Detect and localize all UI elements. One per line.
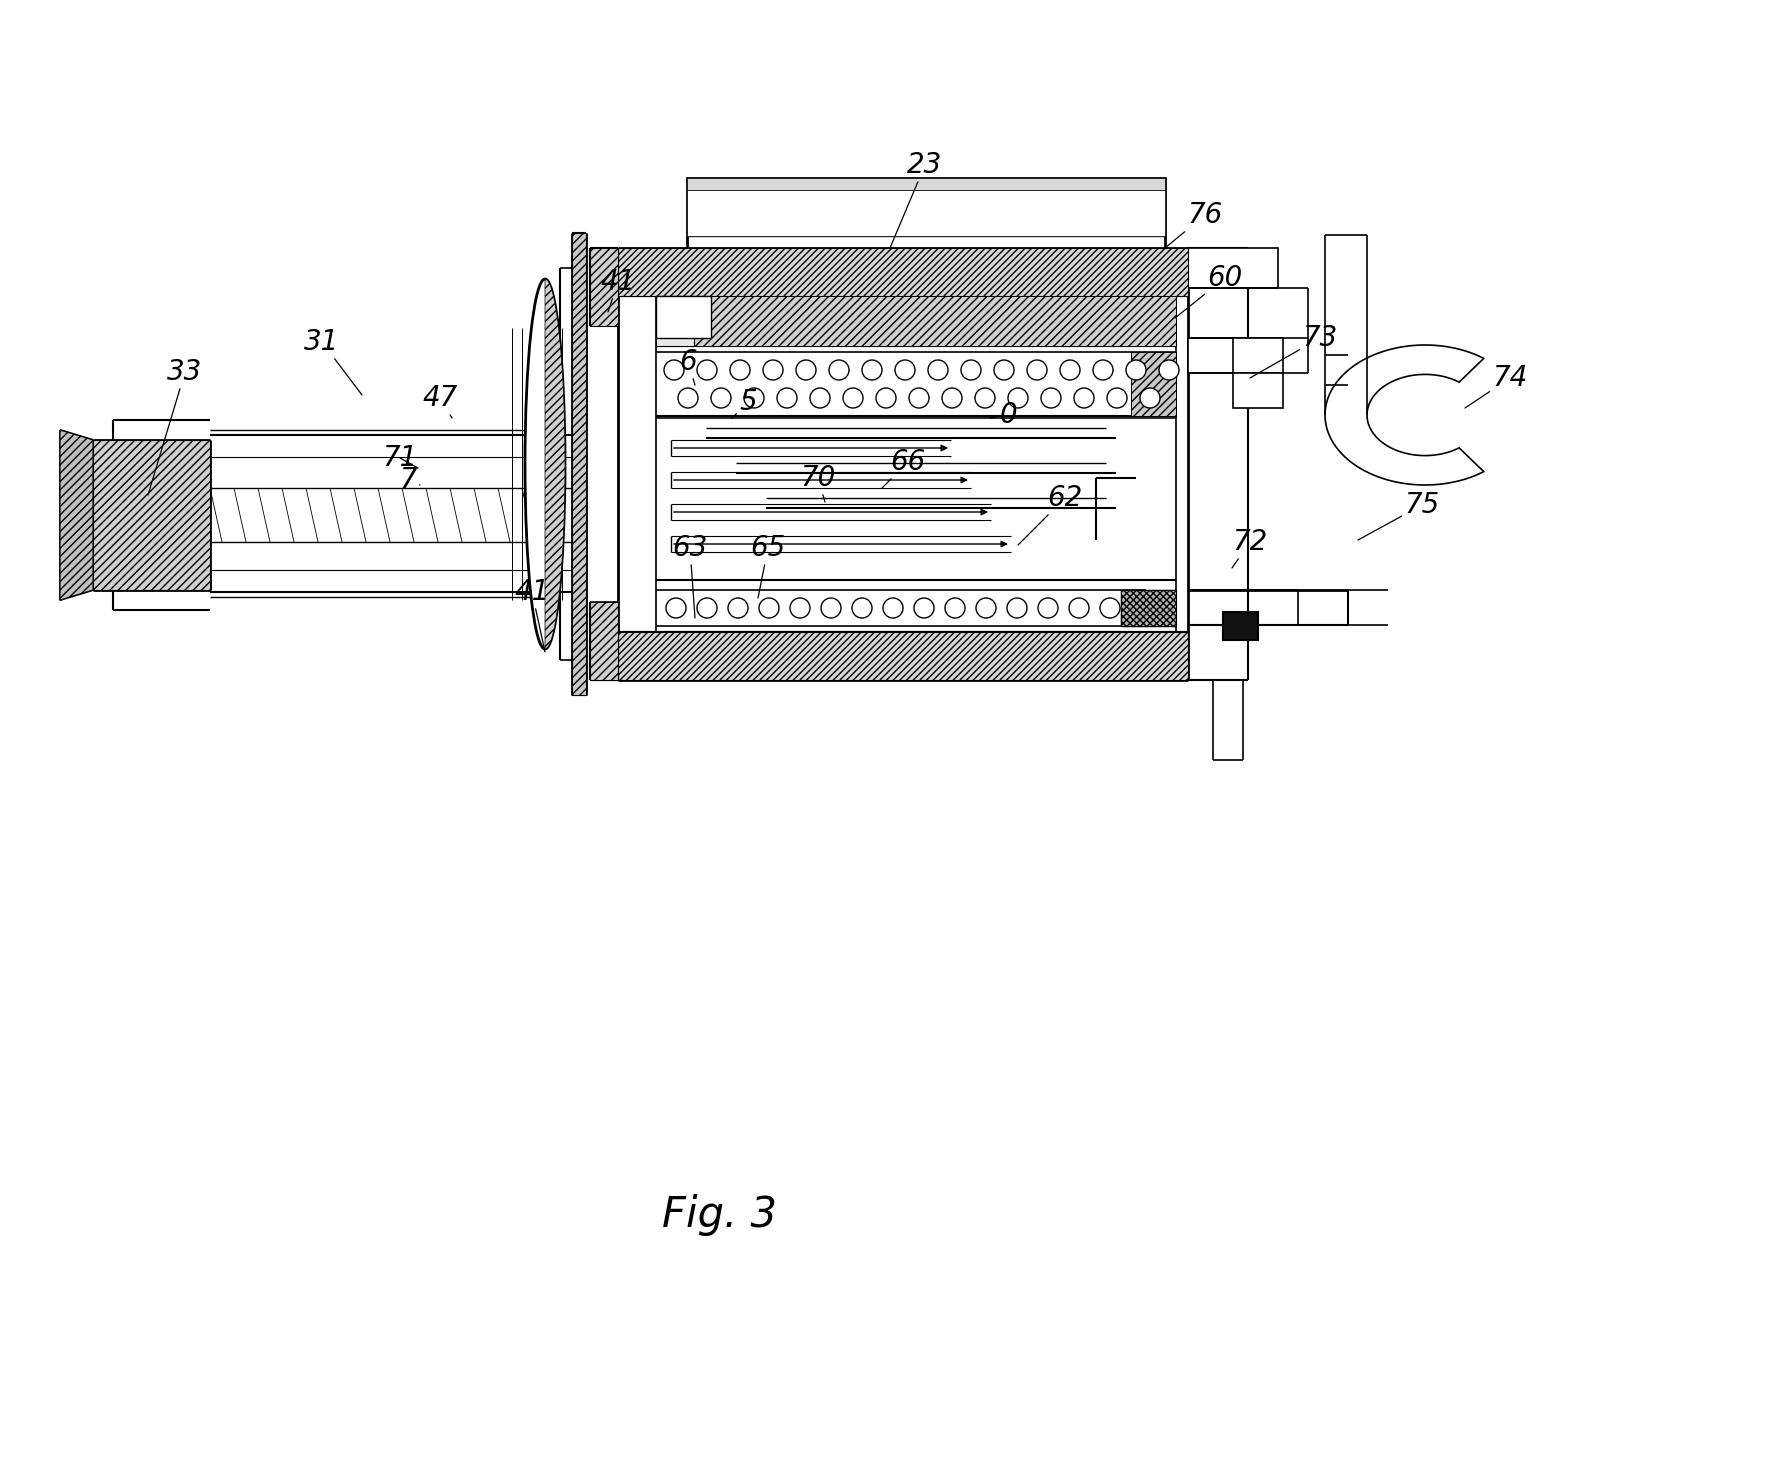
Bar <box>1233 338 1283 373</box>
Circle shape <box>728 598 748 618</box>
Ellipse shape <box>525 279 565 649</box>
Text: 63: 63 <box>672 534 707 618</box>
Circle shape <box>861 360 882 379</box>
Text: Fig. 3: Fig. 3 <box>663 1194 778 1235</box>
Circle shape <box>730 360 750 379</box>
Circle shape <box>1028 360 1047 379</box>
Circle shape <box>1108 388 1127 407</box>
Polygon shape <box>590 602 618 680</box>
Bar <box>688 190 1164 236</box>
Bar <box>1223 613 1258 641</box>
Circle shape <box>1006 598 1028 618</box>
Text: 72: 72 <box>1232 528 1267 568</box>
Text: 41: 41 <box>601 269 636 311</box>
Text: 65: 65 <box>750 534 785 598</box>
Circle shape <box>679 388 698 407</box>
Text: 75: 75 <box>1357 492 1439 540</box>
Circle shape <box>758 598 780 618</box>
Polygon shape <box>618 632 1187 680</box>
Circle shape <box>790 598 810 618</box>
Polygon shape <box>688 179 1164 190</box>
Circle shape <box>1100 598 1120 618</box>
Polygon shape <box>590 248 618 326</box>
Text: 31: 31 <box>305 328 361 396</box>
Text: 76: 76 <box>1164 201 1223 248</box>
Polygon shape <box>546 279 565 649</box>
Text: 66: 66 <box>882 449 925 489</box>
Circle shape <box>914 598 934 618</box>
Text: 60: 60 <box>1175 264 1242 317</box>
Text: 6: 6 <box>679 348 696 385</box>
Polygon shape <box>656 297 1177 345</box>
Circle shape <box>909 388 929 407</box>
Circle shape <box>744 388 764 407</box>
Bar <box>1187 248 1278 288</box>
Circle shape <box>929 360 948 379</box>
Circle shape <box>943 388 962 407</box>
Circle shape <box>776 388 797 407</box>
Text: 47: 47 <box>422 384 457 418</box>
Circle shape <box>895 360 914 379</box>
Circle shape <box>1093 360 1113 379</box>
Circle shape <box>1159 360 1178 379</box>
Circle shape <box>875 388 897 407</box>
Circle shape <box>852 598 872 618</box>
Circle shape <box>820 598 842 618</box>
Circle shape <box>1040 388 1061 407</box>
Polygon shape <box>572 233 587 695</box>
Circle shape <box>1139 388 1161 407</box>
Text: 73: 73 <box>1249 325 1338 378</box>
Circle shape <box>882 598 904 618</box>
Text: 33: 33 <box>149 359 202 494</box>
Text: 41: 41 <box>514 579 549 652</box>
Text: 0: 0 <box>991 401 1017 430</box>
Circle shape <box>810 388 829 407</box>
Circle shape <box>1060 360 1079 379</box>
Polygon shape <box>1131 351 1177 416</box>
Circle shape <box>696 598 718 618</box>
Circle shape <box>944 598 966 618</box>
Circle shape <box>976 598 996 618</box>
Polygon shape <box>92 440 211 590</box>
Bar <box>1187 338 1278 373</box>
Bar <box>1233 373 1283 407</box>
Circle shape <box>696 360 718 379</box>
Text: 23: 23 <box>890 151 943 248</box>
Circle shape <box>1008 388 1028 407</box>
Circle shape <box>666 598 686 618</box>
Bar <box>656 297 695 345</box>
Text: 71: 71 <box>383 444 418 472</box>
Circle shape <box>829 360 849 379</box>
Circle shape <box>960 360 982 379</box>
Circle shape <box>975 388 996 407</box>
Text: 7: 7 <box>399 466 420 494</box>
Text: 62: 62 <box>1017 484 1083 545</box>
Bar <box>656 297 711 338</box>
Circle shape <box>664 360 684 379</box>
Circle shape <box>796 360 815 379</box>
Polygon shape <box>1122 590 1177 626</box>
Circle shape <box>1131 598 1152 618</box>
Circle shape <box>1069 598 1090 618</box>
Circle shape <box>711 388 732 407</box>
Circle shape <box>843 388 863 407</box>
Text: 74: 74 <box>1465 365 1527 407</box>
Circle shape <box>1074 388 1093 407</box>
Text: 5: 5 <box>732 388 757 418</box>
Circle shape <box>1038 598 1058 618</box>
Circle shape <box>764 360 783 379</box>
Polygon shape <box>60 430 92 601</box>
Polygon shape <box>618 248 1187 297</box>
Circle shape <box>994 360 1014 379</box>
Text: 70: 70 <box>801 463 836 502</box>
Circle shape <box>1125 360 1146 379</box>
Bar <box>688 179 1164 248</box>
